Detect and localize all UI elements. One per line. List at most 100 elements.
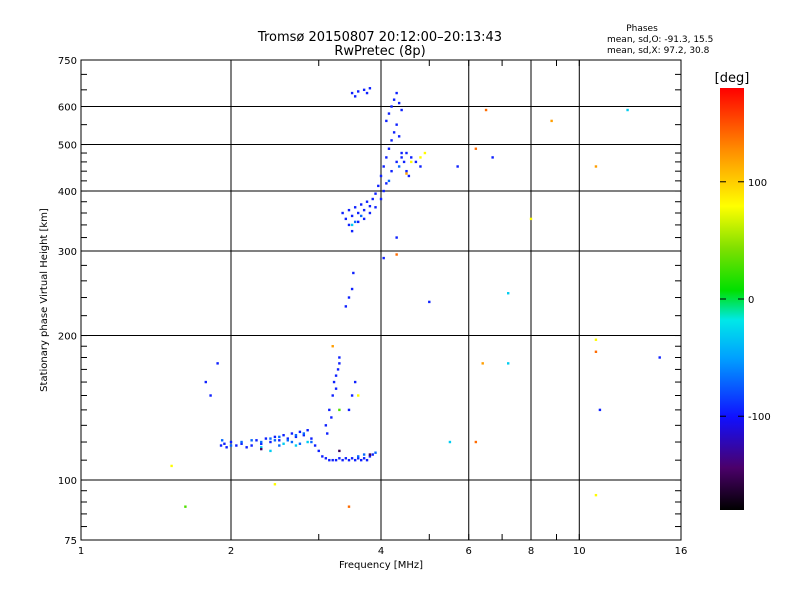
data-point [204, 380, 207, 384]
data-point [365, 91, 369, 95]
data-point [350, 457, 354, 460]
data-point [387, 112, 391, 115]
data-point [594, 165, 598, 168]
data-point [390, 139, 393, 142]
data-point [341, 458, 344, 462]
data-point [220, 439, 224, 442]
data-point [260, 440, 263, 444]
data-point [365, 458, 369, 462]
data-point [414, 160, 418, 164]
y-tick-label: 400 [58, 187, 77, 198]
data-point [347, 223, 351, 227]
data-point [273, 483, 277, 486]
data-point [260, 442, 263, 445]
data-point [379, 197, 383, 201]
data-point [286, 437, 289, 440]
data-point [397, 101, 401, 105]
data-point [359, 214, 363, 218]
data-point [658, 356, 661, 359]
data-point [331, 345, 334, 348]
data-point [347, 505, 351, 508]
data-point [273, 435, 277, 439]
data-point [294, 433, 298, 437]
data-point [245, 446, 248, 449]
data-point [294, 444, 298, 447]
data-point [344, 305, 348, 308]
data-point [377, 184, 380, 188]
data-point [362, 217, 366, 221]
data-point [290, 440, 294, 444]
data-point [310, 440, 313, 444]
data-point [353, 458, 357, 462]
y-tick-label: 500 [58, 141, 77, 152]
colorbar-tick-label: -100 [748, 412, 771, 423]
x-tick-label: 10 [573, 546, 586, 557]
data-point [379, 174, 383, 178]
data-point [397, 165, 401, 168]
data-point [356, 394, 360, 397]
data-point [347, 296, 351, 299]
data-point [306, 440, 309, 444]
data-point [219, 444, 223, 447]
data-point [235, 444, 238, 447]
data-point [170, 464, 173, 468]
data-point [387, 147, 391, 150]
x-tick-label: 4 [378, 546, 384, 557]
data-point [390, 105, 393, 108]
data-point [390, 169, 393, 173]
data-point [362, 453, 366, 456]
data-point [260, 446, 263, 449]
data-point [334, 374, 338, 377]
grid-lines [81, 60, 681, 540]
data-point [419, 156, 422, 159]
data-point [338, 356, 341, 359]
data-point [341, 211, 344, 215]
y-tick-labels: 75 100 200 300 400 500 600 750 [58, 56, 77, 547]
data-point [371, 453, 374, 456]
data-point [353, 380, 357, 384]
data-point [184, 505, 187, 508]
data-point [550, 119, 553, 123]
data-point [347, 458, 351, 462]
data-point [392, 131, 396, 134]
data-point [350, 287, 354, 291]
data-point [298, 442, 302, 445]
data-point [594, 338, 598, 341]
data-point [352, 271, 355, 275]
data-point [400, 156, 403, 159]
data-point [294, 435, 298, 439]
data-point [306, 429, 309, 432]
data-point [598, 408, 602, 412]
data-point [286, 439, 289, 442]
data-point [313, 444, 317, 447]
data-point [356, 457, 360, 460]
data-point [321, 455, 324, 458]
y-tick-label: 750 [58, 56, 77, 67]
data-point [353, 220, 357, 224]
data-point [334, 458, 338, 462]
data-point [484, 108, 488, 112]
data-point [344, 457, 348, 460]
data-point [356, 455, 360, 458]
data-point [334, 387, 338, 390]
chart-title: Tromsø 20150807 20:12:00–20:13:43 [257, 30, 502, 45]
data-point [474, 147, 478, 150]
data-point [448, 440, 452, 444]
data-point [395, 160, 398, 164]
data-point [353, 95, 357, 98]
data-point [405, 172, 408, 175]
data-point [326, 432, 329, 435]
data-point [302, 433, 306, 437]
data-point [382, 256, 385, 260]
data-point [269, 437, 272, 440]
data-point [302, 432, 306, 435]
data-point [264, 437, 268, 440]
data-point [359, 458, 363, 462]
data-point [209, 394, 212, 397]
axis-ticks [80, 59, 681, 540]
data-point [353, 206, 357, 209]
data-point [250, 444, 253, 447]
data-points [170, 87, 661, 508]
data-point [407, 174, 411, 178]
data-point [456, 165, 459, 168]
